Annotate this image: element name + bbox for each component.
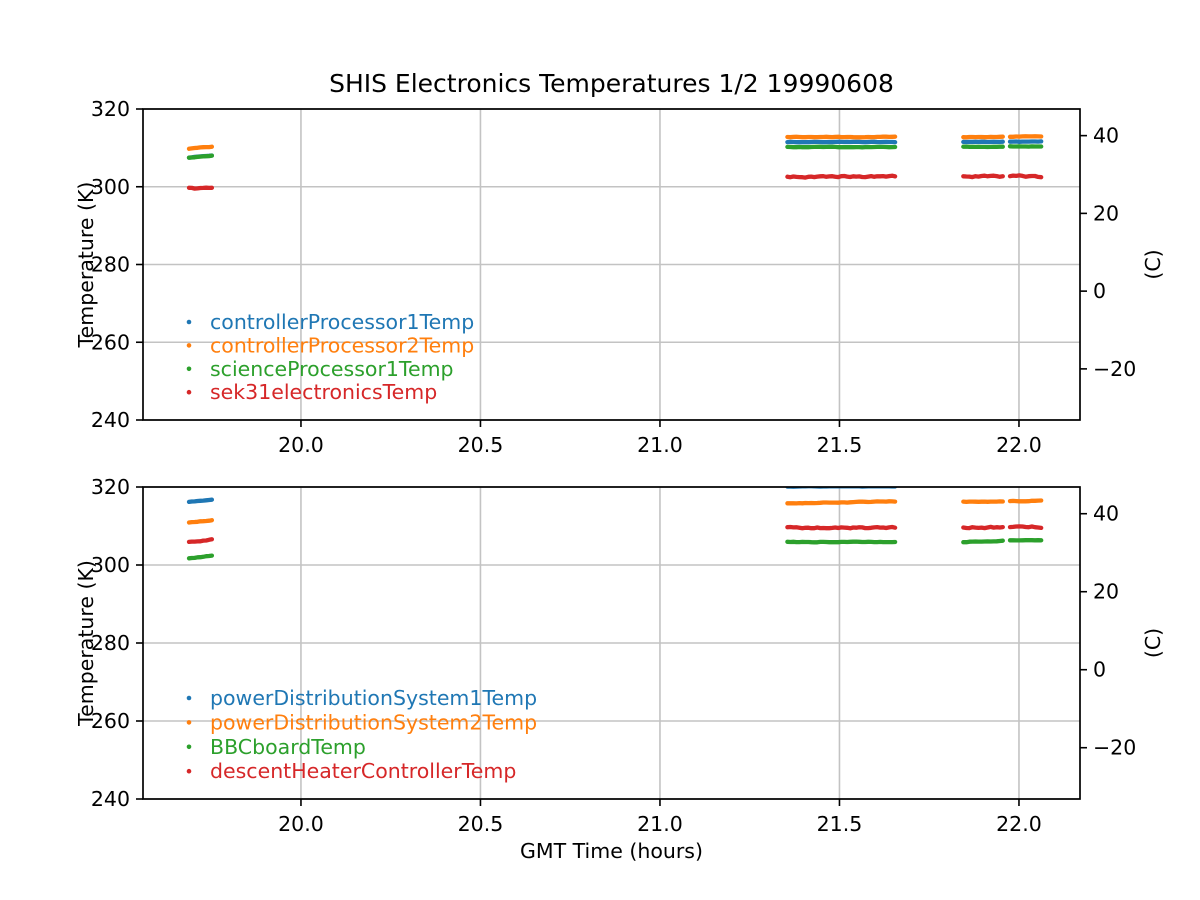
data-segment <box>785 524 898 531</box>
series-powerDistributionSystem2Temp <box>186 498 1044 525</box>
y-tick-label-celsius: 0 <box>1093 658 1106 682</box>
data-segment <box>785 134 898 140</box>
legend: powerDistributionSystem1TemppowerDistrib… <box>186 686 537 783</box>
legend-marker-dot <box>186 768 192 774</box>
x-tick-label: 21.0 <box>637 812 683 836</box>
x-tick-label: 22.0 <box>996 433 1042 457</box>
legend-marker-dot <box>186 343 192 348</box>
y-tick-label-celsius: 40 <box>1093 124 1119 148</box>
x-tick-label: 21.0 <box>637 433 683 457</box>
data-segment <box>785 173 898 180</box>
data-segment <box>1007 173 1044 180</box>
series-scienceProcessor1Temp <box>186 144 1044 160</box>
y-tick-label-kelvin: 260 <box>91 330 130 354</box>
legend-marker-dot <box>186 744 192 750</box>
x-tick-label: 21.5 <box>817 812 863 836</box>
y-tick-label-celsius: 0 <box>1093 279 1106 303</box>
legend-item-powerDistributionSystem2Temp: powerDistributionSystem2Temp <box>210 710 537 734</box>
data-segment <box>961 499 1005 505</box>
legend-item-sek31electronicsTemp: sek31electronicsTemp <box>210 380 437 404</box>
y-tick-label-kelvin: 320 <box>91 97 130 121</box>
y-tick-label-kelvin: 260 <box>91 709 130 733</box>
series-descentHeaterControllerTemp <box>186 524 1044 545</box>
subplot-top: 20.0 20.5 21.0 21.5 22.0 320 300 280 260 240 40 20 0… <box>91 97 1136 457</box>
data-segment <box>961 173 1005 180</box>
data-segment <box>186 553 215 561</box>
x-tick-label: 20.0 <box>278 812 324 836</box>
data-segment <box>961 134 1005 140</box>
y-tick-label-celsius: 20 <box>1093 201 1119 225</box>
data-segment <box>186 144 215 151</box>
bottom-y-axis-label-right: (C) <box>1141 628 1165 658</box>
series-sek31electronicsTemp <box>186 173 1044 191</box>
y-tick-label-celsius: −20 <box>1093 736 1136 760</box>
data-segment <box>1007 498 1044 504</box>
data-segment <box>785 499 898 506</box>
data-segment <box>186 185 215 191</box>
bottom-y-axis-label-left: Temperature (K) <box>74 560 98 727</box>
y-tick-label-kelvin: 300 <box>91 553 130 577</box>
data-segment <box>785 144 898 150</box>
legend-marker-dot <box>186 389 192 395</box>
y-tick-label-kelvin: 320 <box>91 475 130 499</box>
y-tick-label-celsius: 20 <box>1093 580 1119 604</box>
x-tick-label: 20.5 <box>458 433 504 457</box>
chart-title: SHIS Electronics Temperatures 1/2 199906… <box>329 69 894 98</box>
x-tick-label: 20.0 <box>278 433 324 457</box>
y-tick-label-celsius: −20 <box>1093 357 1136 381</box>
y-tick-label-kelvin: 300 <box>91 175 130 199</box>
legend-marker-dot <box>186 720 192 725</box>
legend-item-BBCboardTemp: BBCboardTemp <box>210 735 366 759</box>
data-segment <box>186 518 215 525</box>
data-segment <box>1007 134 1044 139</box>
y-tick-label-kelvin: 240 <box>91 787 130 811</box>
data-segment <box>186 153 215 160</box>
data-series-group <box>186 134 1044 191</box>
legend: controllerProcessor1TempcontrollerProces… <box>186 310 474 404</box>
data-segment <box>1007 524 1044 531</box>
legend-marker-dot <box>186 695 192 701</box>
legend-item-controllerProcessor1Temp: controllerProcessor1Temp <box>210 310 474 334</box>
series-controllerProcessor1Temp <box>186 139 1044 160</box>
x-tick-label: 20.5 <box>458 812 504 836</box>
legend-marker-dot <box>186 366 192 372</box>
top-y-axis-label-left: Temperature (K) <box>74 182 98 349</box>
y-tick-label-kelvin: 280 <box>91 631 130 655</box>
data-segment <box>785 539 898 545</box>
data-segment <box>186 497 215 505</box>
legend-item-powerDistributionSystem1Temp: powerDistributionSystem1Temp <box>210 686 537 710</box>
legend-item-scienceProcessor1Temp: scienceProcessor1Temp <box>210 357 454 381</box>
legend-item-controllerProcessor2Temp: controllerProcessor2Temp <box>210 333 474 357</box>
data-segment <box>961 538 1005 545</box>
series-BBCboardTemp <box>186 538 1044 561</box>
data-segment <box>961 524 1005 531</box>
series-powerDistributionSystem1Temp <box>186 487 898 505</box>
legend-item-descentHeaterControllerTemp: descentHeaterControllerTemp <box>210 759 516 783</box>
x-tick-label: 22.0 <box>996 812 1042 836</box>
y-tick-label-kelvin: 240 <box>91 408 130 432</box>
top-y-axis-label-right: (C) <box>1141 249 1165 279</box>
y-tick-label-celsius: 40 <box>1093 502 1119 526</box>
x-tick-label: 21.5 <box>817 433 863 457</box>
x-axis-label: GMT Time (hours) <box>520 839 703 863</box>
data-segment <box>186 537 215 545</box>
legend-marker-dot <box>186 319 192 325</box>
subplot-bottom: 20.0 20.5 21.0 21.5 22.0 320 300 280 260 240 40 20 0… <box>91 475 1136 836</box>
y-tick-label-kelvin: 280 <box>91 253 130 277</box>
data-series-group <box>186 487 1044 561</box>
series-controllerProcessor2Temp <box>186 134 1044 151</box>
